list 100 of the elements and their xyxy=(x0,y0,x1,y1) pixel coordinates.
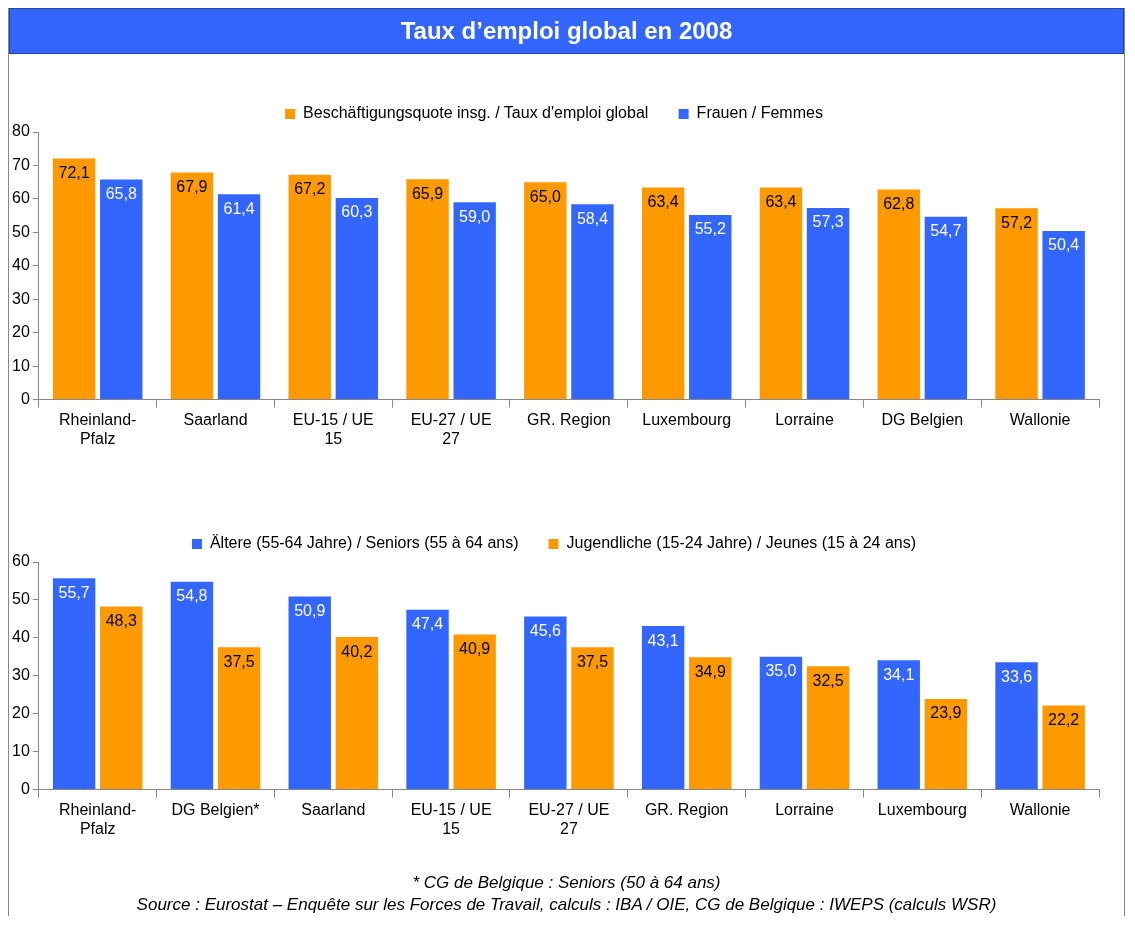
data-label: 22,2 xyxy=(1048,710,1080,728)
data-label: 62,8 xyxy=(883,194,915,212)
data-label: 65,9 xyxy=(411,184,444,202)
bar xyxy=(406,179,449,400)
data-label: 34,1 xyxy=(883,665,915,683)
data-label: 63,4 xyxy=(647,192,679,210)
x-tick-label: Lorraine xyxy=(775,410,834,428)
data-label: 58,4 xyxy=(576,209,609,227)
x-tick-label: Saarland xyxy=(183,410,248,428)
data-label: 40,9 xyxy=(459,639,491,657)
bar xyxy=(217,647,261,790)
data-label: 45,6 xyxy=(529,622,562,640)
y-tick-label: 0 xyxy=(20,390,30,408)
data-label: 54,7 xyxy=(930,222,962,240)
x-tick-label: DG Belgien xyxy=(881,410,964,428)
bar xyxy=(1042,231,1085,400)
data-label: 32,5 xyxy=(812,671,844,689)
y-tick-label: 60 xyxy=(12,189,30,207)
bar xyxy=(924,216,968,400)
bar xyxy=(288,174,331,400)
bar xyxy=(877,660,920,790)
bar xyxy=(335,637,379,790)
bar xyxy=(995,662,1038,790)
bar xyxy=(170,581,214,790)
bar xyxy=(806,207,850,400)
y-tick-label: 40 xyxy=(12,256,30,274)
data-label: 57,3 xyxy=(812,213,844,231)
bar xyxy=(100,179,143,400)
bar xyxy=(571,647,614,790)
y-tick-label: 40 xyxy=(12,628,30,646)
y-tick-label: 30 xyxy=(12,666,30,684)
x-tick-label: Rheinland-Pfalz xyxy=(59,800,137,837)
legend-label: Jugendliche (15-24 Jahre) / Jeunes (15 à 24 ans) xyxy=(566,534,917,552)
y-tick-label: 10 xyxy=(12,742,30,760)
data-label: 37,5 xyxy=(223,652,255,670)
y-tick-label: 0 xyxy=(20,780,30,798)
bar xyxy=(806,666,850,790)
bar xyxy=(689,657,732,790)
data-label: 61,4 xyxy=(223,199,255,217)
bar xyxy=(453,634,496,790)
data-label: 55,7 xyxy=(58,583,90,601)
data-label: 63,4 xyxy=(765,192,797,210)
source-note: Source : Eurostat – Enquête sur les Forces de Travail, calculs : IBA / OIE, CG de Belgique : IWEPS (calculs WSR) xyxy=(135,894,998,916)
y-tick-label: 10 xyxy=(12,356,30,374)
x-tick-label: Lorraine xyxy=(775,800,834,818)
bar xyxy=(571,204,614,400)
data-label: 43,1 xyxy=(647,631,679,649)
bar xyxy=(52,158,96,400)
x-tick-label: EU-15 / UE 15 xyxy=(410,800,492,837)
x-tick-label: EU-15 / UE 15 xyxy=(292,410,374,447)
bar xyxy=(641,626,685,790)
data-label: 54,8 xyxy=(176,587,208,605)
x-tick-label: GR. Region xyxy=(644,800,729,818)
bar xyxy=(995,208,1038,400)
data-label: 65,0 xyxy=(529,187,562,205)
chart-title: Taux d’emploi global en 2008 xyxy=(9,8,1124,54)
data-label: 35,0 xyxy=(765,662,797,680)
x-tick-label: Luxembourg xyxy=(877,800,967,818)
data-label: 67,2 xyxy=(294,180,326,198)
bar xyxy=(759,187,803,400)
x-tick-label: DG Belgien* xyxy=(171,800,260,818)
data-label: 72,1 xyxy=(58,163,90,181)
y-tick-label: 50 xyxy=(12,590,30,608)
data-label: 48,3 xyxy=(105,611,137,629)
x-tick-label: Luxembourg xyxy=(642,410,732,428)
y-tick-label: 20 xyxy=(12,704,30,722)
x-tick-label: EU-27 / UE 27 xyxy=(528,800,610,837)
data-label: 50,4 xyxy=(1048,236,1080,254)
data-label: 60,3 xyxy=(341,203,373,221)
bar xyxy=(1042,705,1085,790)
data-label: 23,9 xyxy=(930,704,962,722)
bar xyxy=(689,214,732,400)
bar xyxy=(524,182,567,400)
legend-label: Beschäftigungsquote insg. / Taux d'emploi global xyxy=(303,104,649,122)
data-label: 55,2 xyxy=(694,220,726,238)
x-tick-label: Wallonie xyxy=(1009,410,1071,428)
bar xyxy=(924,698,968,790)
data-label: 67,9 xyxy=(176,177,208,195)
bar xyxy=(524,616,567,790)
bar xyxy=(453,202,496,400)
bar xyxy=(170,172,214,400)
y-tick-label: 50 xyxy=(12,222,30,240)
bar xyxy=(759,656,803,790)
bar xyxy=(641,187,685,400)
legend-label: Ältere (55-64 Jahre) / Seniors (55 à 64 ans) xyxy=(209,534,519,552)
x-tick-label: GR. Region xyxy=(527,410,611,428)
x-tick-label: EU-27 / UE 27 xyxy=(410,410,492,447)
data-label: 40,2 xyxy=(341,642,373,660)
data-label: 50,9 xyxy=(294,601,326,619)
data-label: 57,2 xyxy=(1000,213,1033,231)
bar xyxy=(877,189,920,400)
y-tick-label: 60 xyxy=(12,552,30,570)
y-tick-label: 20 xyxy=(12,323,30,341)
y-tick-label: 80 xyxy=(12,122,30,140)
x-tick-label: Rheinland-Pfalz xyxy=(59,410,137,447)
data-label: 65,8 xyxy=(105,184,137,202)
data-label: 37,5 xyxy=(576,652,609,670)
data-label: 34,9 xyxy=(694,662,726,680)
bar xyxy=(217,194,261,400)
y-tick-label: 70 xyxy=(12,155,30,173)
